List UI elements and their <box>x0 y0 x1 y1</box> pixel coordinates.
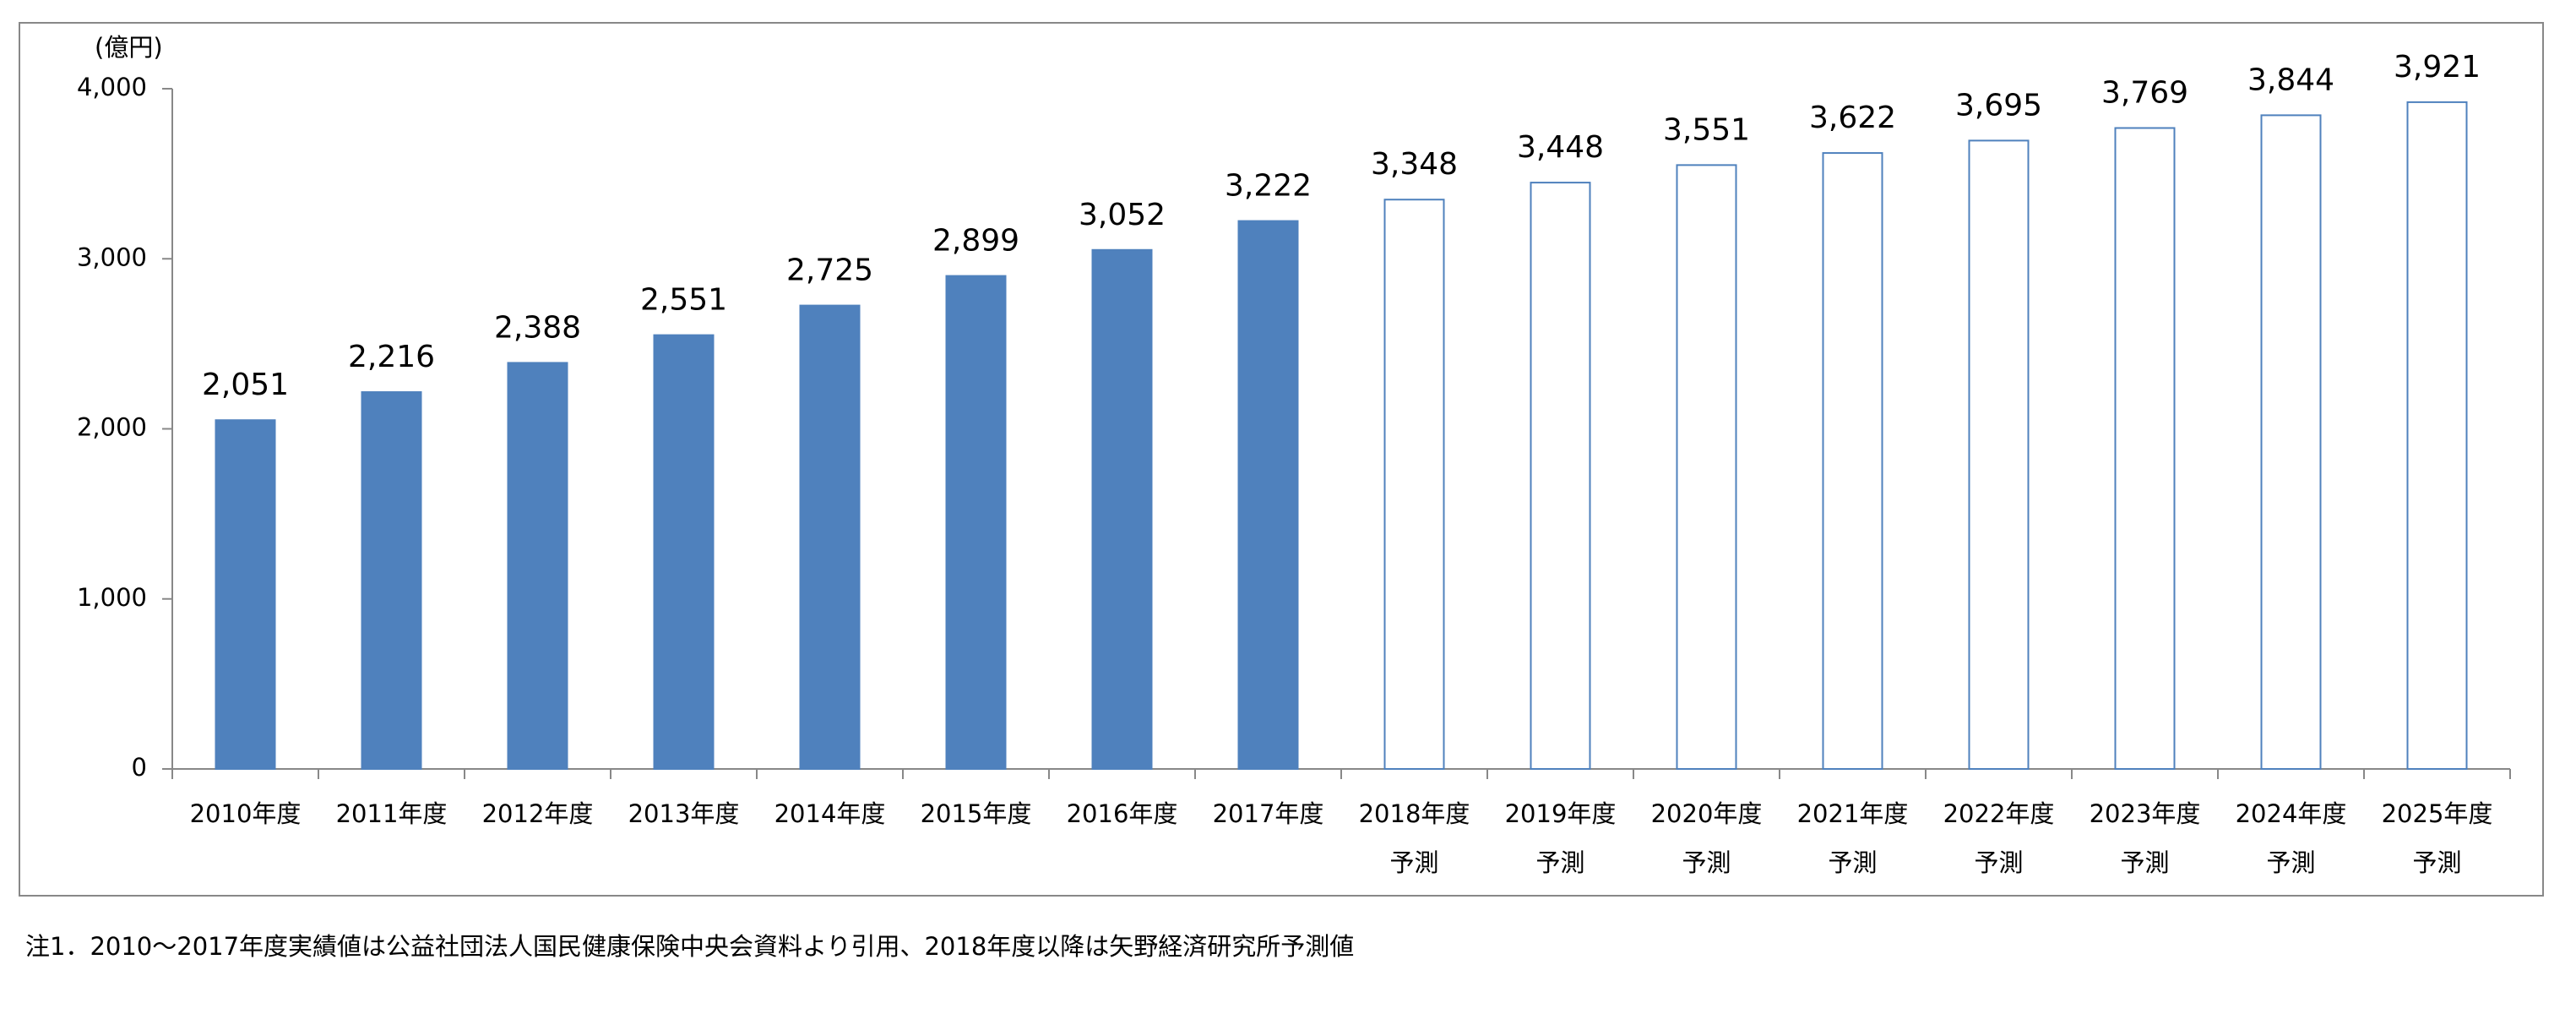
bar <box>1237 220 1299 770</box>
x-tick-label: 2016年度 <box>1067 799 1178 828</box>
bar <box>1383 199 1445 770</box>
x-tick-label: 2014年度 <box>774 799 886 828</box>
x-tick-label: 2025年度 <box>2382 799 2493 828</box>
x-tick-label: 2020年度 <box>1651 799 1763 828</box>
x-tick-label: 予測 <box>1535 848 1584 877</box>
value-label: 2,899 <box>932 224 1019 259</box>
value-label: 3,052 <box>1079 198 1166 232</box>
x-tick-label: 予測 <box>2412 848 2461 877</box>
y-tick-label: 0 <box>132 753 147 782</box>
value-label: 3,551 <box>1663 112 1750 147</box>
x-tick-label: 2013年度 <box>628 799 740 828</box>
bar <box>2260 114 2322 770</box>
x-tick-label: 2024年度 <box>2236 799 2347 828</box>
bar <box>1530 182 1591 770</box>
x-tick-label: 予測 <box>1974 848 2023 877</box>
value-label: 3,769 <box>2101 75 2188 110</box>
x-tick-label: 2019年度 <box>1505 799 1617 828</box>
value-label: 3,921 <box>2394 50 2481 84</box>
x-tick-label: 予測 <box>2120 848 2169 877</box>
x-tick-label: 予測 <box>1389 848 1438 877</box>
bar <box>799 304 861 770</box>
bar <box>653 334 715 770</box>
bar <box>1676 164 1737 770</box>
value-label: 3,622 <box>1809 101 1896 135</box>
value-label: 3,448 <box>1517 130 1604 165</box>
value-label: 2,216 <box>348 340 435 374</box>
y-tick-label: 3,000 <box>77 243 147 271</box>
x-tick-label: 2018年度 <box>1359 799 1470 828</box>
bar <box>1822 152 1883 770</box>
x-tick-label: 2022年度 <box>1943 799 2055 828</box>
y-tick-label: 4,000 <box>77 73 147 101</box>
x-tick-label: 2017年度 <box>1213 799 1324 828</box>
y-tick-label: 1,000 <box>77 583 147 612</box>
value-label: 2,051 <box>202 368 289 402</box>
value-label: 2,725 <box>786 254 873 288</box>
value-label: 2,388 <box>494 310 581 345</box>
value-label: 3,222 <box>1225 169 1312 204</box>
x-tick-label: 2023年度 <box>2090 799 2201 828</box>
x-tick-label: 予測 <box>1828 848 1877 877</box>
footnote: 注1．2010～2017年度実績値は公益社団法人国民健康保険中央会資料より引用、… <box>25 932 1354 961</box>
y-tick-label: 2,000 <box>77 413 147 442</box>
bar <box>1091 248 1153 771</box>
x-tick-label: 2010年度 <box>190 799 302 828</box>
bar <box>507 362 568 770</box>
y-axis-label: (億円) <box>95 33 163 62</box>
value-label: 3,695 <box>1955 88 2042 123</box>
value-label: 2,551 <box>640 283 727 318</box>
x-tick-label: 2021年度 <box>1797 799 1909 828</box>
bar <box>1968 139 2030 771</box>
bar <box>2406 101 2468 771</box>
bar <box>2114 127 2176 770</box>
x-tick-label: 2015年度 <box>921 799 1032 828</box>
x-tick-label: 予測 <box>2266 848 2315 877</box>
x-tick-label: 2011年度 <box>336 799 448 828</box>
bar <box>361 391 422 770</box>
bar <box>945 275 1007 771</box>
value-label: 3,844 <box>2247 63 2334 97</box>
x-tick-label: 2012年度 <box>482 799 594 828</box>
x-tick-label: 予測 <box>1682 848 1731 877</box>
bar <box>215 419 276 770</box>
value-label: 3,348 <box>1371 147 1458 182</box>
